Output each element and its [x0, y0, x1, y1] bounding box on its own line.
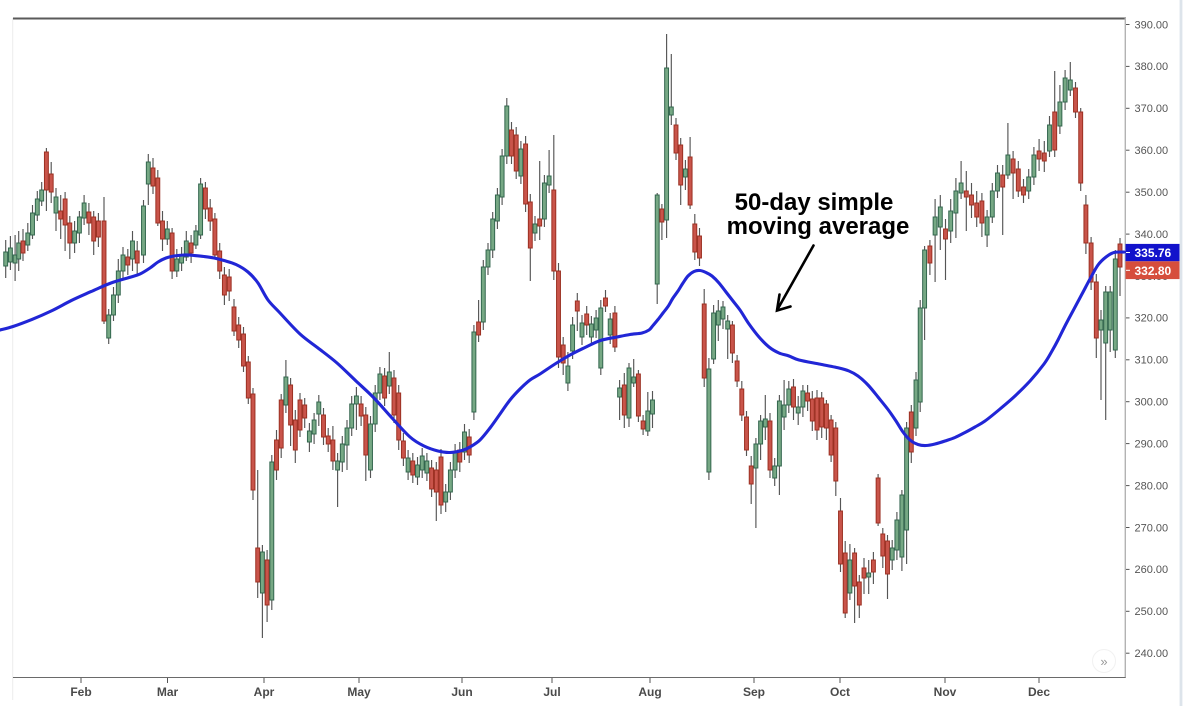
- svg-text:Nov: Nov: [934, 685, 957, 699]
- svg-text:290.00: 290.00: [1135, 438, 1169, 450]
- svg-text:380.00: 380.00: [1135, 61, 1169, 73]
- svg-text:50-day simple: 50-day simple: [735, 189, 894, 216]
- svg-text:Feb: Feb: [70, 685, 91, 699]
- svg-text:250.00: 250.00: [1135, 606, 1169, 618]
- svg-text:350.00: 350.00: [1135, 187, 1169, 199]
- svg-text:Mar: Mar: [157, 685, 179, 699]
- svg-text:Jun: Jun: [451, 685, 472, 699]
- svg-text:390.00: 390.00: [1135, 19, 1169, 31]
- svg-text:Sep: Sep: [743, 685, 765, 699]
- svg-text:332.80: 332.80: [1135, 264, 1172, 278]
- svg-text:260.00: 260.00: [1135, 564, 1169, 576]
- svg-text:Oct: Oct: [830, 685, 850, 699]
- svg-text:May: May: [347, 685, 371, 699]
- svg-text:310.00: 310.00: [1135, 355, 1169, 367]
- svg-text:370.00: 370.00: [1135, 103, 1169, 115]
- svg-text:320.00: 320.00: [1135, 313, 1169, 325]
- svg-text:360.00: 360.00: [1135, 145, 1169, 157]
- svg-text:335.76: 335.76: [1135, 246, 1172, 260]
- svg-text:Apr: Apr: [254, 685, 275, 699]
- svg-text:280.00: 280.00: [1135, 480, 1169, 492]
- svg-text:Aug: Aug: [638, 685, 661, 699]
- svg-text:»: »: [1100, 654, 1107, 669]
- svg-text:Jul: Jul: [543, 685, 560, 699]
- svg-text:240.00: 240.00: [1135, 648, 1169, 660]
- svg-text:moving average: moving average: [727, 213, 910, 240]
- svg-text:Dec: Dec: [1028, 685, 1050, 699]
- svg-text:340.00: 340.00: [1135, 229, 1169, 241]
- svg-text:300.00: 300.00: [1135, 397, 1169, 409]
- svg-text:270.00: 270.00: [1135, 522, 1169, 534]
